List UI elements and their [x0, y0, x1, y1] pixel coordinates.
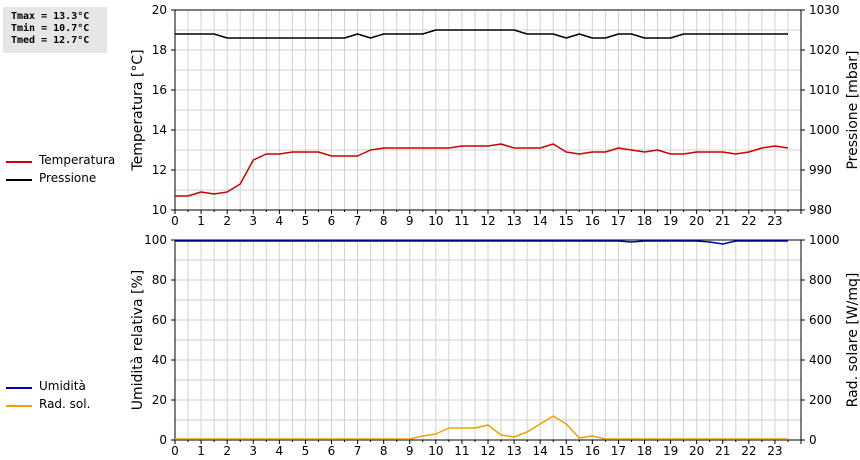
- top-x-tick-label: 7: [354, 214, 362, 228]
- top-x-tick-label: 8: [380, 214, 388, 228]
- bottom-x-tick-label: 11: [454, 444, 469, 458]
- top-y-tick-label: 16: [152, 83, 167, 97]
- top-chart: [171, 9, 805, 214]
- top-x-tick-label: 22: [741, 214, 756, 228]
- bottom-y-tick-label: 0: [159, 433, 167, 447]
- top-x-tick-label: 5: [302, 214, 310, 228]
- top-x-tick-label: 17: [611, 214, 626, 228]
- top-x-tick-label: 19: [663, 214, 678, 228]
- top-x-tick-label: 14: [533, 214, 548, 228]
- top-x-tick-label: 13: [506, 214, 521, 228]
- legend-swatch-pressione: [6, 179, 32, 181]
- bottom-x-tick-label: 8: [380, 444, 388, 458]
- top-x-tick-label: 12: [480, 214, 495, 228]
- top-y-tick-label: 20: [152, 3, 167, 17]
- bottom-x-tick-label: 4: [276, 444, 284, 458]
- stat-tmin: Tmin = 10.7°C: [11, 23, 90, 34]
- bottom-y2label: Rad. solare [W/mq]: [845, 273, 860, 408]
- top-x-tick-label: 23: [767, 214, 782, 228]
- top-series-0-line: [175, 143, 789, 197]
- top-x-tick-label: 15: [559, 214, 574, 228]
- bottom-y2-tick-label: 800: [809, 273, 832, 287]
- stat-tmed: Tmed = 12.7°C: [11, 35, 90, 46]
- top-y-tick-label: 14: [152, 123, 167, 137]
- bottom-x-tick-label: 20: [689, 444, 704, 458]
- bottom-ylabel: Umidità relativa [%]: [130, 270, 146, 411]
- top-x-tick-label: 20: [689, 214, 704, 228]
- bottom-x-tick-label: 21: [715, 444, 730, 458]
- bottom-x-tick-label: 15: [559, 444, 574, 458]
- top-x-tick-label: 1: [197, 214, 205, 228]
- bottom-y-tick-label: 100: [144, 233, 167, 247]
- top-y-tick-label: 10: [152, 203, 167, 217]
- stat-tmax: Tmax = 13.3°C: [11, 11, 90, 22]
- top-x-tick-label: 2: [223, 214, 231, 228]
- bottom-chart: [171, 239, 805, 444]
- top-y2-tick-label: 980: [809, 203, 832, 217]
- legend-label-temperatura: Temperatura: [39, 153, 116, 167]
- bottom-x-tick-label: 23: [767, 444, 782, 458]
- bottom-x-tick-label: 10: [428, 444, 443, 458]
- stats-box: Tmax = 13.3°C Tmin = 10.7°C Tmed = 12.7°…: [3, 7, 107, 53]
- bottom-y2-tick-label: 0: [809, 433, 817, 447]
- bottom-x-tick-label: 9: [406, 444, 414, 458]
- bottom-series-1-line: [175, 415, 788, 440]
- top-ylabel: Temperatura [°C]: [130, 49, 146, 171]
- bottom-x-tick-label: 5: [302, 444, 310, 458]
- top-y2-tick-label: 1030: [809, 3, 840, 17]
- top-y2label: Pressione [mbar]: [845, 50, 860, 169]
- bottom-x-tick-label: 18: [637, 444, 652, 458]
- top-series-1-line: [175, 29, 788, 39]
- legend-label-pressione: Pressione: [39, 171, 97, 185]
- top-y2-tick-label: 1000: [809, 123, 840, 137]
- top-x-tick-label: 21: [715, 214, 730, 228]
- bottom-x-tick-label: 12: [480, 444, 495, 458]
- top-y2-tick-label: 1010: [809, 83, 840, 97]
- top-x-tick-label: 6: [328, 214, 336, 228]
- top-x-tick-label: 4: [276, 214, 284, 228]
- top-x-tick-label: 0: [171, 214, 179, 228]
- legend-swatch-umidita: [6, 387, 32, 389]
- bottom-series-0-line: [175, 240, 788, 245]
- top-y-tick-label: 12: [152, 163, 167, 177]
- bottom-x-tick-label: 3: [249, 444, 257, 458]
- bottom-x-tick-label: 0: [171, 444, 179, 458]
- bottom-y2-tick-label: 400: [809, 353, 832, 367]
- bottom-y2-tick-label: 1000: [809, 233, 840, 247]
- bottom-x-tick-label: 13: [506, 444, 521, 458]
- top-x-tick-label: 9: [406, 214, 414, 228]
- bottom-y-tick-label: 20: [152, 393, 167, 407]
- bottom-x-tick-label: 14: [533, 444, 548, 458]
- legend-swatch-rad-sol: [6, 405, 32, 407]
- legend-label-umidita: Umidità: [39, 379, 86, 393]
- bottom-x-tick-label: 16: [585, 444, 600, 458]
- bottom-plot-frame: [174, 239, 802, 441]
- top-x-tick-label: 3: [249, 214, 257, 228]
- top-x-tick-label: 10: [428, 214, 443, 228]
- legend-label-rad-sol: Rad. sol.: [39, 397, 91, 411]
- bottom-x-tick-label: 1: [197, 444, 205, 458]
- bottom-y2-tick-label: 600: [809, 313, 832, 327]
- bottom-x-tick-label: 19: [663, 444, 678, 458]
- bottom-y-tick-label: 80: [152, 273, 167, 287]
- top-y2-tick-label: 1020: [809, 43, 840, 57]
- bottom-y2-tick-label: 200: [809, 393, 832, 407]
- top-plot-frame: [174, 9, 802, 211]
- top-x-tick-label: 11: [454, 214, 469, 228]
- bottom-x-tick-label: 7: [354, 444, 362, 458]
- bottom-x-tick-label: 6: [328, 444, 336, 458]
- top-y-tick-label: 18: [152, 43, 167, 57]
- legend-swatch-temperatura: [6, 161, 32, 163]
- bottom-x-tick-label: 17: [611, 444, 626, 458]
- bottom-x-tick-label: 22: [741, 444, 756, 458]
- top-x-tick-label: 16: [585, 214, 600, 228]
- top-y2-tick-label: 990: [809, 163, 832, 177]
- bottom-y-tick-label: 40: [152, 353, 167, 367]
- bottom-x-tick-label: 2: [223, 444, 231, 458]
- bottom-y-tick-label: 60: [152, 313, 167, 327]
- top-x-tick-label: 18: [637, 214, 652, 228]
